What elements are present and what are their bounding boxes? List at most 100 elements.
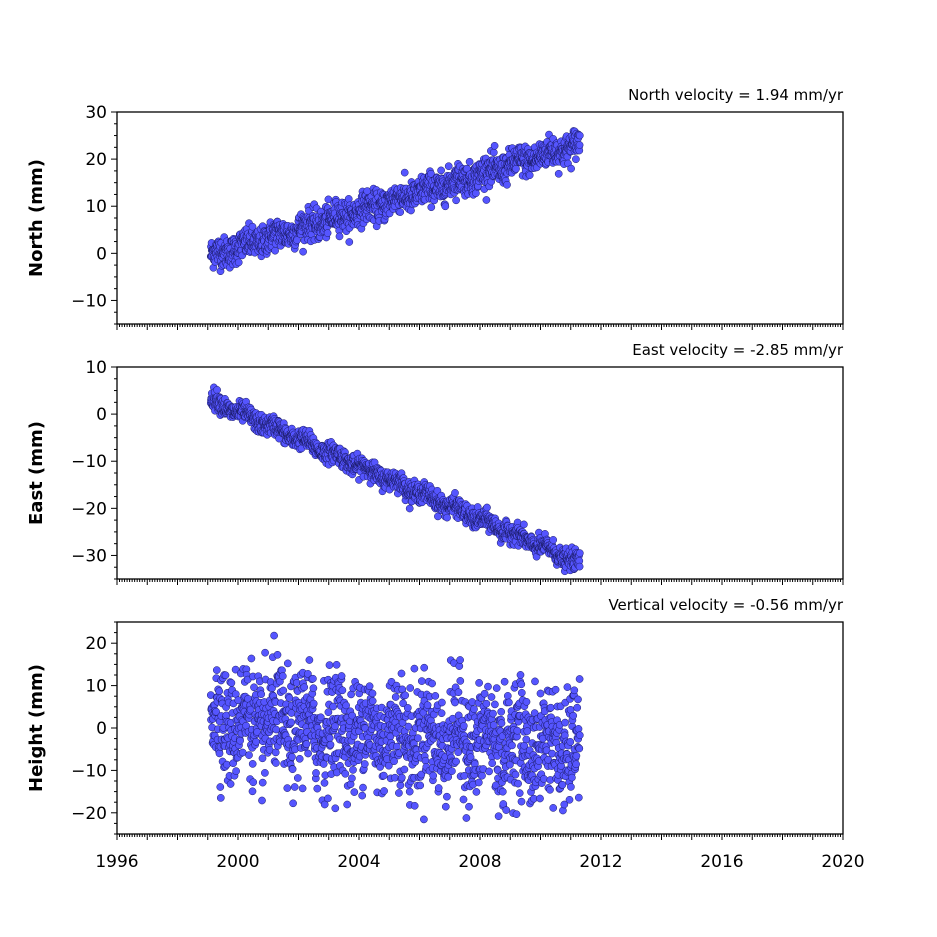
height-point xyxy=(261,648,269,657)
height-ytick-label: −20 xyxy=(71,804,107,824)
north-plot-frame xyxy=(116,111,844,325)
height-point xyxy=(480,689,489,698)
height-point xyxy=(320,779,329,787)
east-point xyxy=(575,549,584,557)
height-point xyxy=(279,686,288,695)
height-point xyxy=(337,672,346,680)
height-point xyxy=(405,787,414,796)
height-point xyxy=(359,783,367,792)
height-ytick-label: 20 xyxy=(85,634,107,654)
north-point xyxy=(482,196,491,204)
height-ytick-label: 0 xyxy=(96,719,107,739)
north-point xyxy=(512,164,520,173)
height-point xyxy=(536,689,545,698)
north-point xyxy=(345,238,354,246)
height-point xyxy=(295,754,304,763)
height-point xyxy=(573,703,582,712)
height-point xyxy=(252,737,260,746)
height-point xyxy=(227,679,236,687)
height-point xyxy=(565,795,574,804)
height-point xyxy=(258,778,267,787)
height-point xyxy=(517,688,526,697)
height-point xyxy=(248,787,257,796)
height-point xyxy=(368,697,377,705)
height-point xyxy=(512,810,521,819)
north-ylabel: North (mm) xyxy=(26,159,47,277)
north-points xyxy=(206,127,584,276)
height-point xyxy=(459,795,468,804)
height-point xyxy=(462,814,471,822)
north-point xyxy=(437,166,445,175)
height-point xyxy=(459,722,468,730)
height-point xyxy=(500,677,509,686)
height-point xyxy=(348,774,356,783)
height-point xyxy=(278,672,287,680)
height-point xyxy=(513,726,522,735)
height-point xyxy=(438,698,446,707)
height-point xyxy=(546,703,555,712)
height-point xyxy=(497,719,506,728)
height-point xyxy=(404,722,413,731)
north-point xyxy=(427,203,436,212)
height-point xyxy=(574,725,583,733)
height-point xyxy=(517,797,526,806)
height-point xyxy=(312,769,320,777)
height-point xyxy=(441,802,450,811)
height-point xyxy=(272,759,280,767)
north-point xyxy=(271,246,279,255)
height-point xyxy=(434,784,443,792)
north-point xyxy=(575,141,584,149)
height-point xyxy=(338,686,347,695)
north-point xyxy=(525,171,534,180)
height-point xyxy=(546,785,554,794)
north-point xyxy=(396,208,405,216)
height-point xyxy=(245,751,253,759)
north-point xyxy=(490,141,499,150)
height-point xyxy=(567,783,575,791)
height-point xyxy=(226,780,235,788)
north-point xyxy=(489,148,498,157)
height-point xyxy=(548,749,556,758)
north-point xyxy=(407,206,415,215)
north-point xyxy=(554,169,563,178)
height-point xyxy=(397,773,406,782)
height-point xyxy=(326,740,335,749)
height-panel: Vertical velocity = -0.56 mm/yr Height (… xyxy=(26,596,844,840)
height-point xyxy=(325,734,334,742)
east-point xyxy=(213,386,221,394)
height-point xyxy=(448,767,456,775)
north-point xyxy=(299,247,307,256)
height-point xyxy=(566,738,575,746)
height-yticks: −20 −10 0 10 20 xyxy=(71,621,117,835)
east-point xyxy=(520,520,528,529)
height-point xyxy=(516,671,525,679)
north-velocity-label: North velocity = 1.94 mm/yr xyxy=(628,86,844,104)
north-point xyxy=(444,162,453,171)
height-point xyxy=(247,654,256,663)
height-point xyxy=(522,697,531,706)
height-point xyxy=(248,760,257,768)
north-point xyxy=(323,229,332,237)
east-xticks xyxy=(116,579,844,585)
height-point xyxy=(482,699,491,708)
east-point xyxy=(575,562,584,571)
north-point xyxy=(335,232,344,241)
north-point xyxy=(575,131,584,140)
height-point xyxy=(223,760,231,769)
height-point xyxy=(431,692,440,700)
height-point xyxy=(283,659,292,668)
height-ytick-label: −10 xyxy=(71,761,107,781)
height-point xyxy=(472,788,481,796)
height-point xyxy=(289,799,297,808)
height-point xyxy=(324,708,333,717)
north-yticks: −10 0 10 20 30 xyxy=(71,103,117,325)
north-point xyxy=(503,180,511,189)
height-point xyxy=(365,682,374,691)
height-point xyxy=(456,656,464,664)
height-point xyxy=(563,683,572,691)
height-point xyxy=(514,779,522,788)
east-ytick-label: 10 xyxy=(85,358,107,378)
height-point xyxy=(397,669,406,678)
height-point xyxy=(502,806,511,814)
height-point xyxy=(349,766,357,774)
